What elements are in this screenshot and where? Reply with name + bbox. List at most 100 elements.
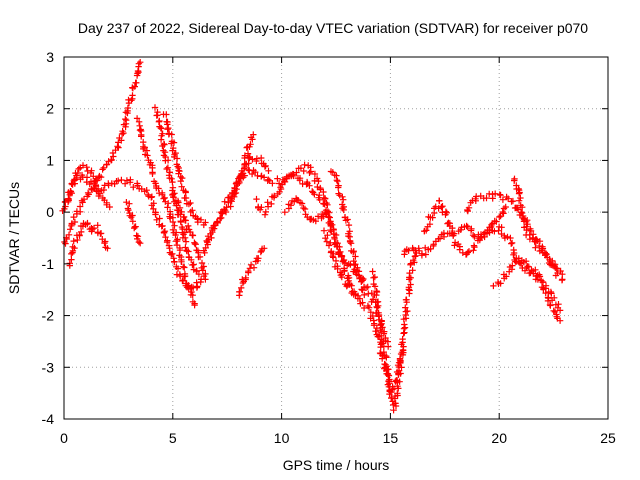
data-point bbox=[507, 234, 514, 242]
data-point bbox=[306, 182, 313, 189]
data-point bbox=[496, 213, 503, 221]
data-point bbox=[201, 249, 208, 256]
data-point bbox=[199, 267, 206, 274]
series-track-15 bbox=[327, 168, 368, 299]
data-point bbox=[321, 208, 329, 216]
data-point bbox=[191, 302, 198, 309]
data-point bbox=[208, 234, 215, 242]
data-point bbox=[169, 250, 176, 257]
data-point bbox=[181, 234, 189, 241]
data-point bbox=[394, 390, 401, 397]
data-point bbox=[347, 240, 355, 247]
data-point bbox=[180, 213, 188, 221]
data-point bbox=[331, 235, 338, 243]
data-point bbox=[197, 216, 205, 223]
data-point bbox=[422, 251, 429, 258]
data-point bbox=[334, 243, 341, 250]
data-point bbox=[300, 167, 307, 175]
data-point bbox=[405, 286, 412, 293]
data-point bbox=[70, 237, 77, 245]
data-point bbox=[477, 234, 484, 242]
data-point bbox=[156, 215, 163, 222]
data-point bbox=[435, 205, 442, 212]
series-track-5 bbox=[133, 115, 198, 309]
data-point bbox=[471, 233, 478, 240]
data-point bbox=[409, 267, 416, 274]
data-point bbox=[164, 204, 171, 211]
data-point bbox=[185, 200, 193, 208]
data-point bbox=[499, 196, 507, 203]
series-track-21 bbox=[490, 255, 564, 314]
data-point bbox=[177, 211, 184, 218]
y-tick-label: 0 bbox=[46, 204, 54, 220]
data-point bbox=[252, 168, 259, 176]
data-point bbox=[436, 197, 443, 204]
data-point bbox=[464, 249, 471, 256]
data-point bbox=[173, 155, 181, 162]
data-point bbox=[380, 343, 388, 350]
data-point bbox=[370, 274, 377, 281]
data-point bbox=[406, 269, 413, 277]
data-point bbox=[173, 229, 180, 236]
data-point bbox=[242, 274, 249, 281]
x-tick-label: 15 bbox=[383, 430, 399, 446]
data-point bbox=[210, 222, 217, 230]
data-point bbox=[241, 172, 248, 179]
data-point bbox=[300, 204, 307, 212]
data-point bbox=[228, 198, 235, 205]
data-point bbox=[270, 194, 278, 201]
data-point bbox=[321, 195, 329, 202]
data-point bbox=[297, 165, 305, 172]
data-point bbox=[320, 227, 328, 234]
data-point bbox=[123, 117, 130, 124]
data-point bbox=[214, 219, 221, 227]
y-tick-label: -4 bbox=[42, 411, 55, 427]
data-point bbox=[255, 255, 262, 262]
data-point bbox=[551, 294, 558, 301]
data-point bbox=[181, 264, 188, 271]
y-tick-label: -2 bbox=[42, 308, 55, 324]
data-point bbox=[359, 287, 366, 294]
data-point bbox=[498, 224, 505, 231]
data-point bbox=[367, 309, 374, 316]
data-point bbox=[178, 183, 185, 190]
data-point bbox=[326, 214, 333, 221]
data-point bbox=[247, 141, 254, 148]
data-point bbox=[519, 204, 526, 211]
data-point bbox=[338, 253, 345, 261]
data-point bbox=[403, 296, 410, 303]
data-point bbox=[395, 367, 403, 374]
data-point bbox=[163, 111, 170, 118]
data-point bbox=[169, 218, 177, 226]
series-track-3 bbox=[66, 219, 111, 269]
data-point bbox=[442, 211, 449, 218]
data-point bbox=[330, 254, 337, 261]
data-point bbox=[143, 187, 150, 194]
data-point bbox=[341, 267, 348, 274]
data-point bbox=[335, 184, 342, 191]
data-point bbox=[138, 133, 145, 140]
data-point bbox=[395, 359, 403, 366]
data-point bbox=[85, 191, 92, 198]
data-marks bbox=[59, 59, 566, 414]
data-point bbox=[118, 176, 125, 184]
data-point bbox=[334, 178, 341, 185]
data-point bbox=[135, 60, 143, 67]
data-point bbox=[62, 240, 69, 247]
data-point bbox=[108, 156, 115, 164]
data-point bbox=[64, 198, 72, 205]
data-point bbox=[160, 229, 168, 237]
data-point bbox=[202, 276, 209, 283]
data-point bbox=[261, 163, 269, 170]
data-point bbox=[379, 355, 386, 362]
data-point bbox=[67, 226, 74, 233]
data-point bbox=[342, 217, 350, 224]
data-point bbox=[276, 188, 283, 196]
data-point bbox=[129, 218, 136, 225]
data-point bbox=[418, 252, 426, 259]
series-track-22 bbox=[511, 175, 566, 278]
data-point bbox=[200, 263, 207, 270]
data-point bbox=[164, 157, 172, 164]
data-point bbox=[163, 238, 171, 246]
data-point bbox=[247, 261, 255, 268]
